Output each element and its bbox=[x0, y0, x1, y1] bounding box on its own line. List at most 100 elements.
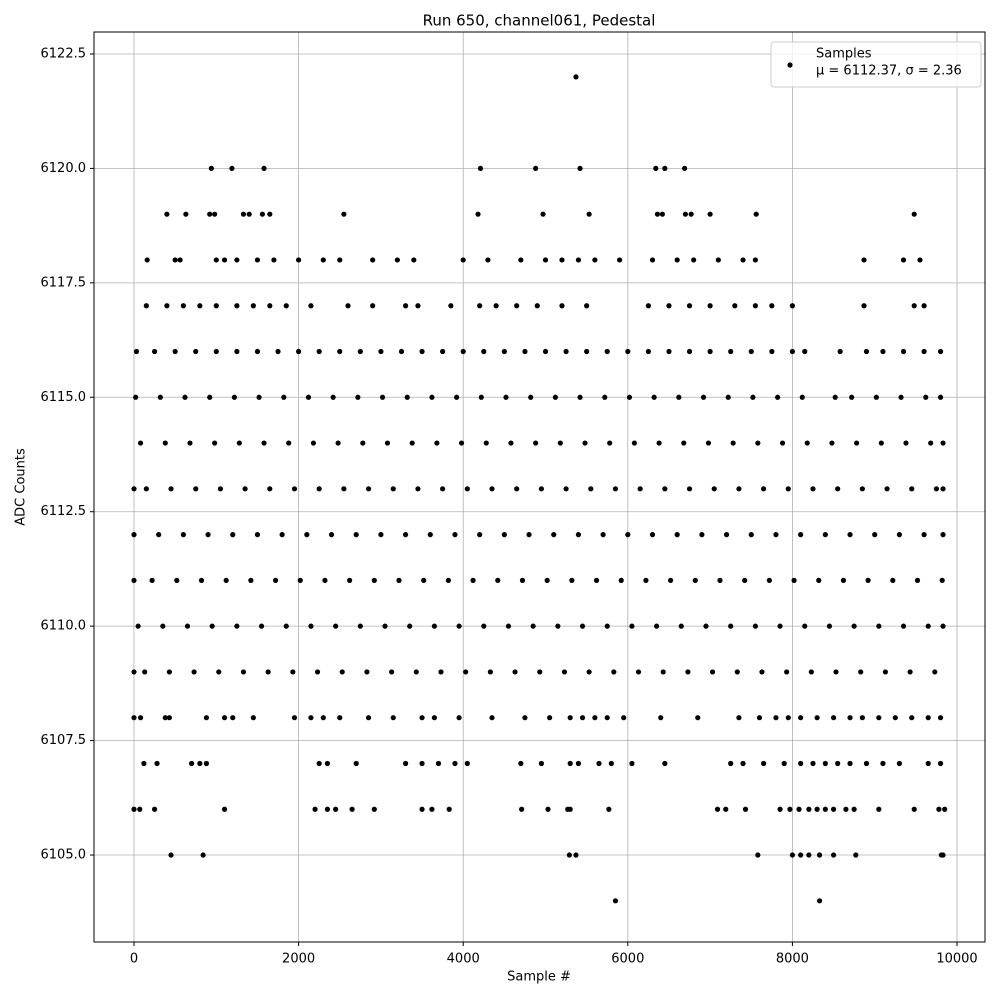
data-point bbox=[514, 486, 520, 492]
data-point bbox=[691, 257, 697, 263]
data-point bbox=[296, 348, 302, 355]
data-point bbox=[808, 669, 814, 675]
data-point bbox=[379, 394, 386, 400]
data-point bbox=[538, 760, 544, 767]
data-point bbox=[203, 715, 210, 721]
data-point bbox=[236, 440, 242, 446]
data-point bbox=[286, 440, 292, 446]
data-point bbox=[816, 852, 823, 858]
data-point bbox=[654, 623, 660, 629]
data-point bbox=[207, 211, 213, 217]
data-point bbox=[612, 898, 619, 904]
data-point bbox=[258, 623, 265, 629]
data-point bbox=[761, 760, 767, 767]
data-point bbox=[859, 715, 865, 721]
data-point bbox=[143, 303, 149, 309]
data-point bbox=[635, 669, 642, 675]
data-point bbox=[305, 394, 312, 400]
data-point bbox=[769, 348, 775, 355]
data-point bbox=[882, 669, 889, 675]
data-point bbox=[752, 623, 758, 629]
data-point bbox=[308, 715, 314, 721]
data-point bbox=[409, 440, 415, 446]
data-point bbox=[674, 532, 680, 538]
data-point bbox=[460, 257, 466, 263]
data-point bbox=[705, 440, 712, 446]
data-point bbox=[378, 532, 384, 538]
data-point bbox=[752, 303, 758, 309]
data-point bbox=[779, 440, 786, 446]
y-tick-label: 6120.0 bbox=[41, 161, 87, 176]
x-tick-label: 6000 bbox=[611, 952, 644, 967]
legend-label: Samples bbox=[816, 47, 872, 62]
data-point bbox=[925, 760, 931, 767]
data-point bbox=[586, 211, 592, 217]
data-point bbox=[802, 348, 808, 355]
data-point bbox=[674, 257, 680, 263]
data-point bbox=[197, 303, 203, 309]
data-point bbox=[662, 486, 668, 492]
data-point bbox=[281, 394, 287, 400]
data-point bbox=[740, 257, 746, 263]
data-point bbox=[686, 486, 693, 492]
data-point bbox=[213, 303, 219, 309]
legend-box bbox=[770, 41, 982, 88]
data-point bbox=[402, 303, 409, 309]
data-point bbox=[940, 440, 946, 446]
data-point bbox=[798, 532, 804, 538]
data-point bbox=[464, 760, 470, 767]
data-point bbox=[378, 348, 384, 355]
data-point bbox=[518, 257, 524, 263]
data-point bbox=[618, 577, 624, 583]
data-point bbox=[149, 577, 155, 583]
data-point bbox=[586, 669, 592, 675]
data-point bbox=[547, 715, 553, 721]
data-point bbox=[551, 532, 557, 538]
data-point bbox=[847, 760, 853, 767]
data-point bbox=[880, 760, 886, 767]
data-point bbox=[707, 303, 713, 309]
data-point bbox=[341, 211, 347, 217]
data-point bbox=[212, 211, 218, 217]
data-point bbox=[415, 486, 421, 492]
data-point bbox=[799, 394, 805, 400]
data-point bbox=[314, 669, 321, 675]
data-point bbox=[522, 348, 528, 355]
data-point bbox=[645, 303, 651, 309]
data-point bbox=[382, 623, 388, 629]
data-point bbox=[925, 623, 931, 629]
data-point bbox=[884, 486, 890, 492]
data-point bbox=[131, 532, 137, 538]
data-point bbox=[357, 623, 363, 629]
data-point bbox=[316, 486, 322, 492]
data-point bbox=[371, 577, 377, 583]
data-point bbox=[773, 532, 779, 538]
data-point bbox=[180, 532, 186, 538]
data-point bbox=[223, 577, 229, 583]
data-point bbox=[939, 577, 945, 583]
data-point bbox=[695, 715, 701, 721]
data-point bbox=[217, 486, 224, 492]
data-point bbox=[573, 74, 579, 80]
data-point bbox=[481, 623, 487, 629]
data-point bbox=[341, 486, 347, 492]
y-tick-label: 6112.5 bbox=[41, 504, 87, 519]
data-point bbox=[261, 440, 267, 446]
data-point bbox=[254, 532, 261, 538]
data-point bbox=[212, 440, 218, 446]
data-point bbox=[456, 715, 462, 721]
data-point bbox=[699, 532, 705, 538]
plot-frame bbox=[93, 31, 986, 943]
data-point bbox=[324, 760, 331, 767]
data-point bbox=[143, 486, 149, 492]
data-point bbox=[254, 348, 261, 355]
data-point bbox=[596, 760, 602, 767]
data-point bbox=[364, 669, 370, 675]
data-point bbox=[802, 623, 808, 629]
data-point bbox=[666, 303, 672, 309]
data-point bbox=[569, 577, 575, 583]
data-point bbox=[542, 257, 549, 263]
data-point bbox=[577, 394, 583, 400]
legend-note: μ = 6112.37, σ = 2.36 bbox=[816, 64, 962, 79]
data-point bbox=[187, 440, 193, 446]
